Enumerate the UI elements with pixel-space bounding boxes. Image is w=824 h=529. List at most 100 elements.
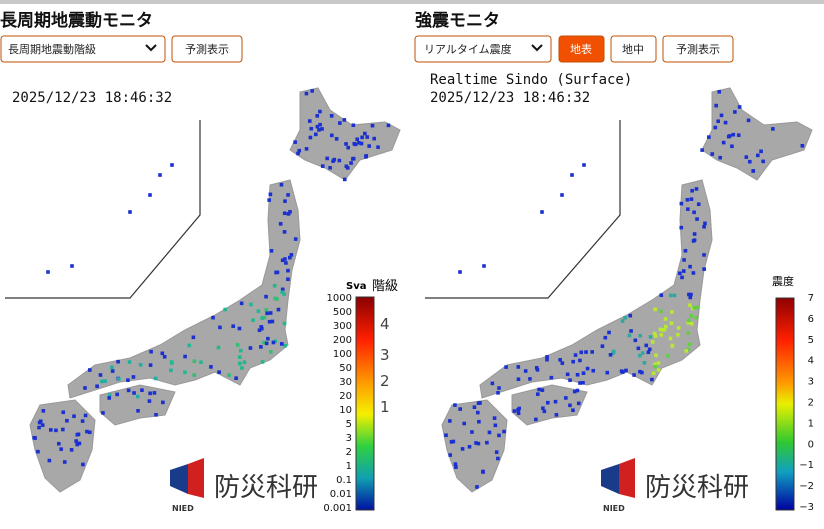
button-label[interactable]: 予測表示 <box>185 42 229 56</box>
station-dot <box>115 392 119 397</box>
station-dot <box>376 145 380 149</box>
station-dot <box>504 365 508 369</box>
station-dot <box>169 360 174 364</box>
station-dot <box>238 348 243 353</box>
station-dot <box>110 365 114 370</box>
station-dot <box>365 135 369 139</box>
station-dot <box>40 423 45 427</box>
station-dot <box>266 336 270 341</box>
button-label[interactable]: 予測表示 <box>676 42 720 56</box>
dropdown-label[interactable]: リアルタイム震度 <box>424 42 512 56</box>
station-dot <box>138 363 143 367</box>
inset-line <box>425 120 621 299</box>
button[interactable]: 地表 <box>558 35 605 63</box>
station-dot <box>659 293 664 297</box>
scale-tick-label: 6 <box>808 314 814 325</box>
station-dot <box>516 408 520 412</box>
station-dot <box>209 365 213 369</box>
station-dot <box>148 193 152 197</box>
station-dot <box>297 148 302 153</box>
button-label[interactable]: 地中 <box>622 43 644 56</box>
station-dot <box>747 159 752 164</box>
station-dot <box>686 318 691 323</box>
station-dot <box>451 439 456 444</box>
button[interactable]: 地中 <box>610 35 657 63</box>
station-dot <box>703 221 707 226</box>
station-dot <box>273 296 277 301</box>
scale-title: 階級 <box>372 279 398 294</box>
map-right <box>425 87 813 493</box>
station-dot <box>682 258 686 262</box>
station-dot <box>279 342 284 346</box>
station-dot <box>280 258 285 263</box>
station-dot <box>478 401 482 405</box>
station-dot <box>453 462 458 466</box>
station-dot <box>257 328 262 333</box>
station-dot <box>632 373 636 377</box>
station-dot <box>238 361 242 366</box>
station-dot <box>83 386 87 390</box>
station-dot <box>162 354 167 359</box>
station-dot <box>56 441 61 446</box>
station-dot <box>280 290 285 294</box>
station-dot <box>633 338 638 343</box>
station-dot <box>656 368 661 372</box>
button[interactable]: 予測表示 <box>171 35 243 63</box>
station-dot <box>744 155 749 159</box>
station-dot <box>337 158 342 163</box>
station-dot <box>83 413 88 418</box>
station-dot <box>719 113 724 118</box>
station-dot <box>126 388 131 393</box>
station-dot <box>535 392 540 396</box>
panel-title: 強震モニタ <box>415 10 500 31</box>
station-dot <box>444 433 448 438</box>
station-dot <box>37 420 42 425</box>
station-dot <box>462 421 466 426</box>
dropdown-label[interactable]: 長周期地震動階級 <box>8 42 96 56</box>
station-dot <box>575 388 580 393</box>
station-dot <box>624 368 628 373</box>
button[interactable]: 予測表示 <box>662 35 734 63</box>
station-dot <box>689 321 694 326</box>
station-dot <box>360 135 364 140</box>
station-dot <box>686 320 691 325</box>
station-dot <box>496 391 500 395</box>
station-dot <box>152 391 157 395</box>
station-dot <box>553 399 558 404</box>
station-dot <box>458 407 462 411</box>
station-dot <box>650 377 654 382</box>
station-dot <box>540 210 544 214</box>
button-label[interactable]: 地表 <box>570 42 592 56</box>
station-dot <box>629 329 633 333</box>
station-dot <box>656 361 661 365</box>
station-dot <box>231 324 235 328</box>
station-dot <box>304 147 309 151</box>
dropdown[interactable]: リアルタイム震度 <box>414 35 552 63</box>
station-dot <box>267 198 271 202</box>
station-dot <box>286 212 291 216</box>
dropdown[interactable]: 長周期地震動階級 <box>0 35 166 63</box>
station-dot <box>269 350 273 354</box>
station-dot <box>689 292 693 297</box>
station-dot <box>737 105 742 109</box>
scale-tick-label: 0.1 <box>336 475 352 486</box>
station-dot <box>199 360 203 365</box>
station-dot <box>638 369 642 374</box>
station-dot <box>648 335 653 339</box>
station-dot <box>116 377 121 381</box>
scale-unit: Sva <box>346 281 366 292</box>
station-dot <box>653 362 657 366</box>
station-dot <box>280 287 285 292</box>
station-dot <box>638 353 642 358</box>
station-dot <box>282 292 286 296</box>
station-dot <box>127 360 132 364</box>
station-dot <box>678 271 682 276</box>
land <box>289 87 401 181</box>
station-dot <box>702 224 706 229</box>
station-dot <box>578 358 582 363</box>
station-dot <box>545 355 549 359</box>
station-dot <box>268 192 273 197</box>
scale-tick-label: 1 <box>808 418 814 429</box>
station-dot <box>571 359 575 364</box>
color-scale <box>355 296 375 511</box>
